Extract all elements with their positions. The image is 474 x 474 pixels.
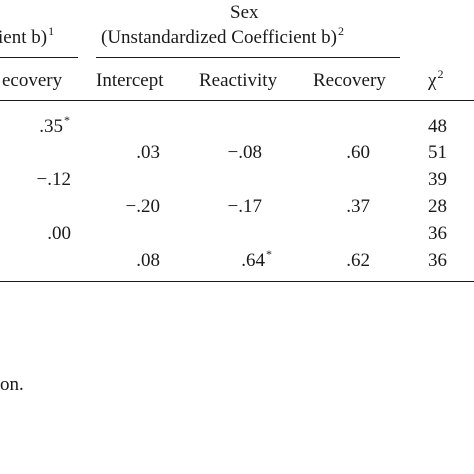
chi-sup: 2 — [437, 67, 444, 81]
table-cell-left: .35* — [39, 113, 70, 137]
footnote-fragment: on. — [0, 374, 24, 395]
table-cell-chi: 51 — [428, 142, 447, 163]
chi-symbol: χ — [428, 70, 437, 91]
table-cell-chi: 48 — [428, 116, 447, 137]
col-header-recovery: Recovery — [313, 70, 386, 91]
sex-group-subtitle: (Unstandardized Coefficient b)2 — [101, 24, 345, 48]
table-cell-chi: 39 — [428, 169, 447, 190]
col-header-intercept: Intercept — [96, 70, 164, 91]
sex-group-title: Sex — [230, 2, 259, 23]
col-header-reactivity: Reactivity — [199, 70, 278, 91]
left-group-header-text: ient b) — [0, 27, 48, 48]
table-cell-reactivity: −.17 — [227, 196, 262, 217]
col-header-chi-square: χ2 — [428, 68, 443, 91]
left-group-rule — [0, 57, 78, 59]
left-group-header-sup: 1 — [48, 24, 55, 38]
col-header-left-recovery: ecovery — [2, 70, 63, 91]
table-cell-reactivity: .64* — [241, 247, 272, 271]
table-cell-intercept: .08 — [136, 250, 160, 271]
table-cell-intercept: −.20 — [125, 196, 160, 217]
table-bottom-rule — [0, 281, 474, 283]
table-cell-chi: 36 — [428, 250, 447, 271]
table-cell-left: .00 — [47, 223, 71, 244]
header-bottom-rule — [0, 100, 474, 102]
sex-group-subtitle-sup: 2 — [338, 24, 345, 38]
table-cell-chi: 36 — [428, 223, 447, 244]
table-cell-chi: 28 — [428, 196, 447, 217]
table-cell-intercept: .03 — [136, 142, 160, 163]
table-cell-recovery: .62 — [346, 250, 370, 271]
left-group-header: ient b)1 — [0, 25, 54, 48]
table-cell-recovery: .37 — [346, 196, 370, 217]
table-cell-reactivity: −.08 — [227, 142, 262, 163]
table-cell-recovery: .60 — [346, 142, 370, 163]
sex-group-rule — [96, 57, 400, 59]
table-cell-left: −.12 — [36, 169, 71, 190]
